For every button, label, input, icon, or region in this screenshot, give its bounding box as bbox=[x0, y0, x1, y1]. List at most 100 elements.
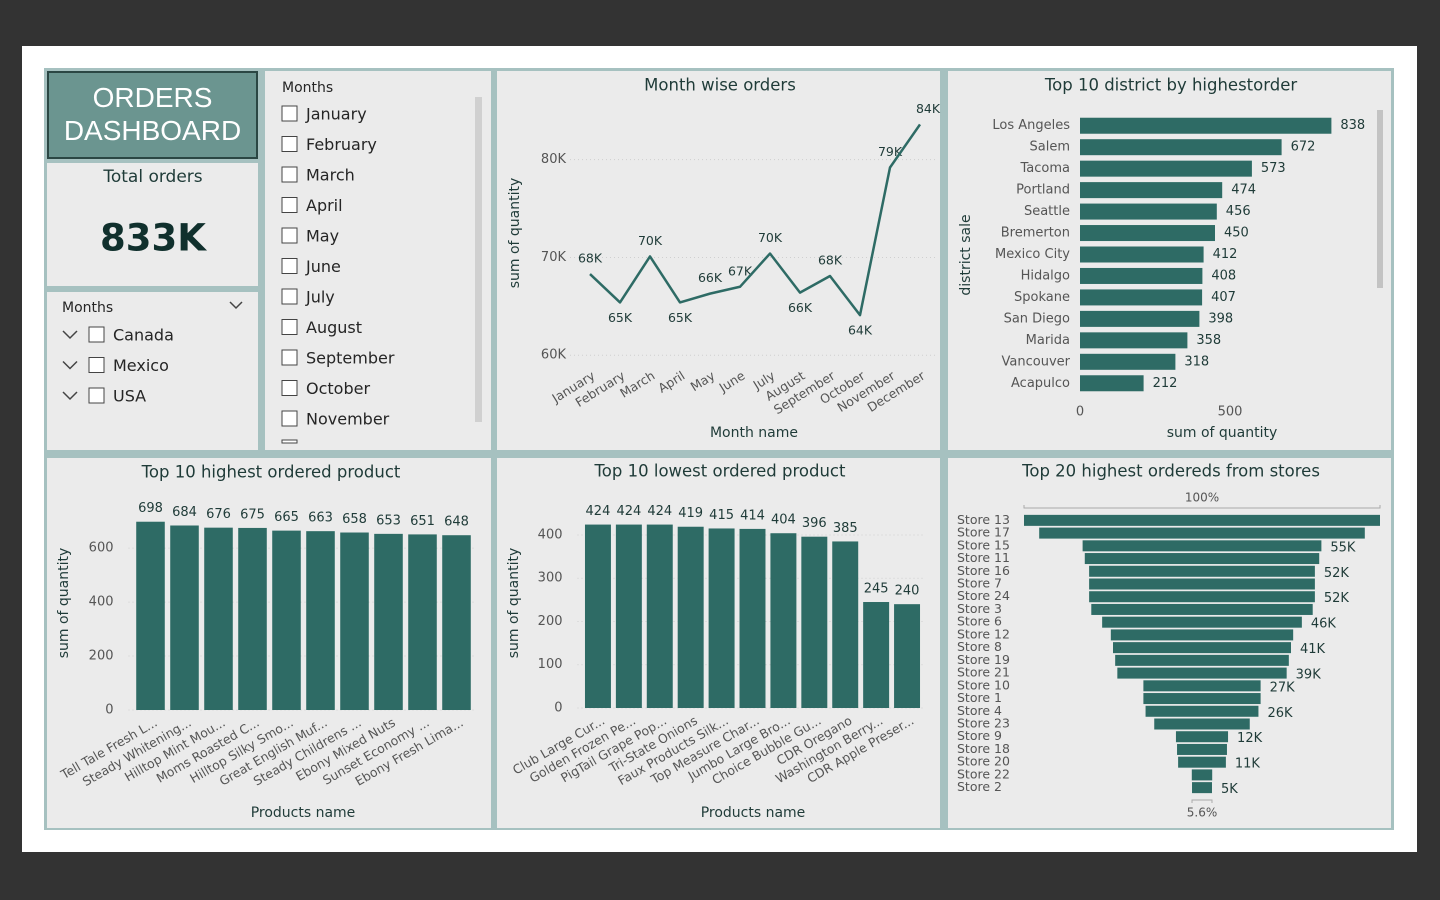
data-label: 68K bbox=[818, 253, 843, 268]
kpi-title: Total orders bbox=[102, 167, 202, 187]
y-tick-label: Acapulco bbox=[1011, 376, 1070, 391]
data-label: 212 bbox=[1153, 376, 1178, 391]
expand-chevron[interactable] bbox=[62, 391, 78, 401]
y-tick-label: Los Angeles bbox=[992, 118, 1070, 133]
data-label: 64K bbox=[848, 323, 873, 338]
bar bbox=[863, 602, 890, 708]
scrollbar[interactable] bbox=[475, 97, 482, 422]
category-label: Store 2 bbox=[957, 779, 1002, 794]
data-label: 424 bbox=[586, 504, 611, 519]
slicer-item: March bbox=[306, 166, 355, 185]
y-tick-label: Salem bbox=[1030, 140, 1071, 155]
checkbox[interactable] bbox=[281, 105, 298, 122]
funnel-bar bbox=[1102, 616, 1302, 628]
chart-title: Top 10 highest ordered product bbox=[141, 463, 401, 482]
checkbox[interactable] bbox=[281, 166, 298, 183]
bar bbox=[1080, 332, 1188, 349]
bar bbox=[646, 524, 673, 708]
slicer-item: November bbox=[306, 410, 390, 429]
category-label: Store 21 bbox=[957, 665, 1010, 680]
funnel-bar bbox=[1145, 705, 1259, 717]
funnel-bar bbox=[1143, 680, 1261, 692]
checkbox[interactable] bbox=[88, 357, 105, 373]
checkbox[interactable] bbox=[88, 387, 105, 404]
data-label: 27K bbox=[1270, 680, 1296, 695]
data-label: 648 bbox=[444, 515, 469, 530]
checkbox[interactable] bbox=[281, 319, 298, 335]
y-tick-label: Hidalgo bbox=[1021, 268, 1070, 283]
data-label: 79K bbox=[878, 144, 903, 159]
dropdown-chevron[interactable] bbox=[229, 301, 243, 310]
data-label: 675 bbox=[240, 507, 265, 522]
checkbox[interactable] bbox=[281, 349, 298, 366]
funnel-bar bbox=[1089, 578, 1315, 590]
checkbox[interactable] bbox=[281, 439, 298, 444]
checkbox[interactable] bbox=[281, 136, 298, 152]
checkbox[interactable] bbox=[281, 227, 298, 244]
data-label: 404 bbox=[771, 513, 796, 528]
data-label: 5K bbox=[1221, 782, 1238, 797]
y-tick-label: Bremerton bbox=[1001, 226, 1070, 241]
scrollbar[interactable] bbox=[1377, 110, 1383, 288]
bar bbox=[770, 533, 797, 708]
bar bbox=[170, 525, 199, 710]
bar bbox=[1080, 375, 1144, 392]
slicer-title: Months bbox=[62, 300, 113, 316]
bracket bbox=[1191, 799, 1213, 803]
bar bbox=[708, 528, 735, 708]
category-label: Store 20 bbox=[957, 754, 1010, 769]
slicer-title: Months bbox=[282, 80, 333, 96]
data-label: 665 bbox=[274, 510, 299, 525]
bar bbox=[1080, 182, 1223, 199]
data-label: 663 bbox=[308, 511, 333, 526]
checkbox[interactable] bbox=[281, 258, 298, 274]
category-label: Store 4 bbox=[957, 703, 1002, 718]
bar bbox=[894, 604, 921, 708]
bar bbox=[204, 527, 233, 710]
bar bbox=[340, 532, 369, 710]
bar bbox=[801, 536, 828, 708]
data-label: 415 bbox=[709, 508, 734, 523]
data-label: 70K bbox=[638, 233, 663, 248]
chart-title: Month wise orders bbox=[644, 76, 796, 95]
checkbox[interactable] bbox=[281, 197, 298, 213]
funnel-bar bbox=[1178, 756, 1226, 768]
y-tick-label: 400 bbox=[538, 527, 563, 542]
checkbox[interactable] bbox=[88, 326, 105, 343]
percent-label: 100% bbox=[1185, 491, 1219, 505]
bar bbox=[1080, 267, 1203, 284]
y-tick-label: Mexico City bbox=[995, 247, 1070, 262]
funnel-bar bbox=[1177, 743, 1227, 755]
y-tick-label: 70K bbox=[541, 250, 567, 265]
slicer-panel bbox=[265, 71, 491, 450]
data-label: 838 bbox=[1340, 118, 1365, 133]
y-tick-label: 100 bbox=[538, 657, 563, 672]
chart-title: Top 10 lowest ordered product bbox=[594, 462, 846, 481]
bar bbox=[1080, 310, 1200, 327]
data-label: 65K bbox=[608, 310, 633, 325]
expand-chevron[interactable] bbox=[62, 360, 78, 370]
funnel-bar bbox=[1191, 769, 1213, 781]
bar bbox=[136, 521, 165, 710]
y-axis-title: district sale bbox=[958, 214, 974, 295]
expand-chevron[interactable] bbox=[62, 330, 78, 340]
bar bbox=[1080, 203, 1217, 220]
data-label: 676 bbox=[206, 507, 231, 522]
checkbox[interactable] bbox=[281, 410, 298, 427]
category-label: Store 15 bbox=[957, 537, 1010, 552]
bar bbox=[739, 528, 766, 708]
checkbox[interactable] bbox=[281, 380, 298, 396]
funnel-bar bbox=[1117, 667, 1287, 679]
checkbox[interactable] bbox=[281, 288, 298, 305]
data-label: 450 bbox=[1224, 226, 1249, 241]
data-label: 358 bbox=[1196, 333, 1221, 348]
x-tick-label: 500 bbox=[1218, 405, 1243, 420]
data-label: 672 bbox=[1291, 140, 1316, 155]
funnel-bar bbox=[1039, 527, 1365, 539]
data-label: 39K bbox=[1296, 668, 1322, 683]
category-label: Store 18 bbox=[957, 741, 1010, 756]
y-axis-title: sum of quantity bbox=[56, 548, 72, 659]
category-label: Store 17 bbox=[957, 525, 1010, 540]
